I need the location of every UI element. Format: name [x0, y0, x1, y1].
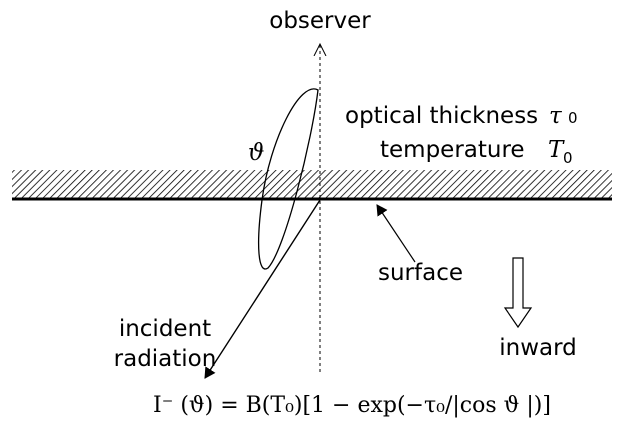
optical-thickness-label: optical thickness: [345, 103, 538, 129]
surface-pointer: [376, 204, 416, 263]
angle-label: ϑ: [248, 140, 264, 166]
surface-layer: [12, 170, 612, 198]
observer-label: observer: [269, 8, 371, 34]
formula: I⁻ (ϑ) = B(T₀)[1 − exp(−τ₀/|cos ϑ |)]: [153, 393, 551, 418]
incident-arrow: [204, 199, 321, 379]
radiation-label: radiation: [114, 346, 217, 372]
tau-subscript: 0: [568, 109, 578, 127]
temperature-label: temperature: [380, 137, 525, 163]
angle-loop: [257, 88, 319, 270]
inward-label: inward: [499, 335, 577, 361]
tau-symbol: τ: [549, 103, 563, 129]
temperature-subscript: 0: [563, 149, 573, 167]
surface-label: surface: [378, 260, 463, 286]
inward-arrow: [503, 257, 533, 329]
incident-label: incident: [119, 316, 211, 342]
temperature-symbol: T: [548, 137, 565, 163]
